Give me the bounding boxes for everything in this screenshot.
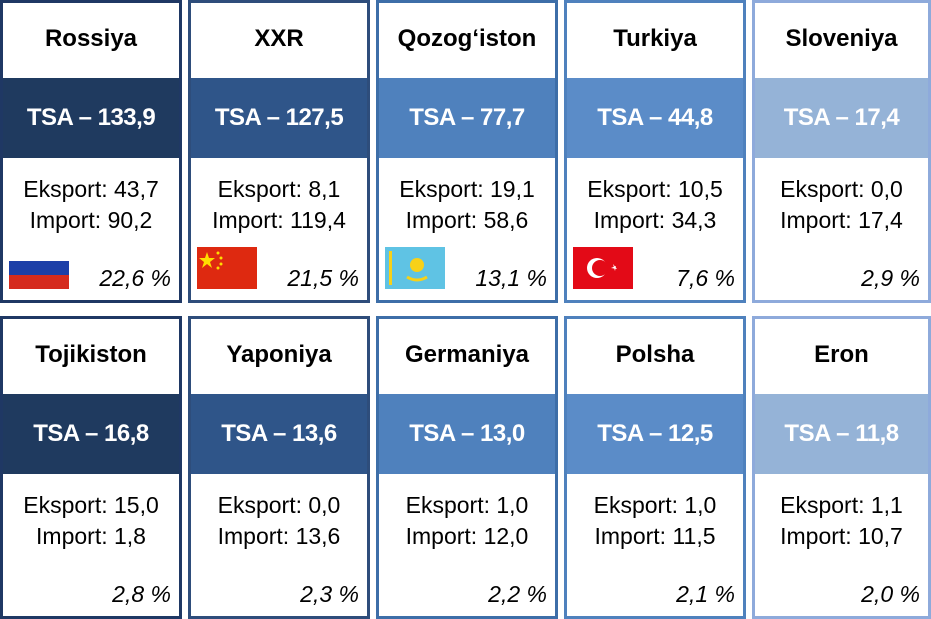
- import-value: Import: 58,6: [405, 207, 529, 233]
- export-value: Eksport: 19,1: [399, 176, 535, 202]
- import-value: Import: 17,4: [780, 207, 903, 233]
- import-value: Import: 10,7: [780, 523, 903, 549]
- country-name: Rossiya: [44, 25, 138, 52]
- share-value: 2,1 %: [676, 581, 735, 607]
- country-card: Yaponiya TSA – 13,6 Eksport: 0,0 Import: 13…: [188, 316, 370, 619]
- flag: [9, 247, 69, 294]
- country-name: Germaniya: [404, 341, 530, 368]
- trade-total: TSA – 77,7: [379, 78, 555, 158]
- trade-total: TSA – 13,6: [191, 394, 367, 474]
- export-value: Eksport: 1,1: [780, 492, 903, 518]
- export-value: Eksport: 1,0: [405, 492, 529, 518]
- share-value: 2,3 %: [300, 581, 359, 607]
- country-name: Turkiya: [613, 25, 697, 52]
- share-value: 2,0 %: [861, 581, 920, 607]
- country-card: Tojikiston TSA – 16,8 Eksport: 15,0 Import:…: [0, 316, 182, 619]
- import-value: Import: 13,6: [217, 523, 341, 549]
- flag: [385, 247, 445, 294]
- import-value: Import: 90,2: [29, 207, 153, 233]
- import-value: Import: 12,0: [405, 523, 529, 549]
- flag-icon: [197, 247, 257, 289]
- import-value: Import: 1,8: [36, 523, 146, 549]
- share-value: 21,5 %: [287, 265, 359, 291]
- trade-total: TSA – 13,0: [379, 394, 555, 474]
- trade-total: TSA – 16,8: [3, 394, 179, 474]
- flag: [197, 247, 257, 294]
- export-value: Eksport: 10,5: [587, 176, 723, 202]
- share-value: 22,6 %: [99, 265, 171, 291]
- flag-icon: [385, 247, 445, 289]
- trade-total: TSA – 133,9: [3, 78, 179, 158]
- country-card: Rossiya TSA – 133,9 Eksport: 43,7 Import: 9…: [0, 0, 182, 303]
- export-value: Eksport: 43,7: [23, 176, 159, 202]
- import-value: Import: 11,5: [594, 523, 716, 549]
- export-value: Eksport: 1,0: [593, 492, 717, 518]
- share-value: 7,6 %: [676, 265, 735, 291]
- export-value: Eksport: 0,0: [217, 492, 341, 518]
- export-value: Eksport: 8,1: [217, 176, 341, 202]
- trade-total: TSA – 17,4: [755, 78, 928, 158]
- share-value: 2,8 %: [112, 581, 171, 607]
- flag-icon: [9, 247, 69, 289]
- country-name: Tojikiston: [35, 341, 147, 368]
- country-name: Sloveniya: [785, 25, 898, 52]
- country-name: XXR: [254, 25, 304, 52]
- country-card: Turkiya TSA – 44,8 Eksport: 10,5 Import: 34…: [564, 0, 746, 303]
- country-name: Yaponiya: [226, 341, 332, 368]
- export-value: Eksport: 15,0: [23, 492, 159, 518]
- trade-total: TSA – 44,8: [567, 78, 743, 158]
- share-value: 2,2 %: [488, 581, 547, 607]
- country-name: Qozog‘iston: [397, 25, 537, 52]
- flag-icon: [573, 247, 633, 289]
- import-value: Import: 34,3: [593, 207, 717, 233]
- export-value: Eksport: 0,0: [780, 176, 903, 202]
- trade-total: TSA – 127,5: [191, 78, 367, 158]
- country-name: Polsha: [615, 341, 695, 368]
- country-card: Sloveniya TSA – 17,4 Eksport: 0,0 Import: 1…: [752, 0, 931, 303]
- import-value: Import: 119,4: [212, 207, 346, 233]
- trade-total: TSA – 11,8: [755, 394, 928, 474]
- country-name: Eron: [814, 341, 869, 368]
- country-card: Germaniya TSA – 13,0 Eksport: 1,0 Import: 1…: [376, 316, 558, 619]
- flag: [573, 247, 633, 294]
- country-card: Qozog‘iston TSA – 77,7 Eksport: 19,1 Import…: [376, 0, 558, 303]
- country-card: Polsha TSA – 12,5 Eksport: 1,0 Import: 11,5…: [564, 316, 746, 619]
- trade-total: TSA – 12,5: [567, 394, 743, 474]
- country-card: XXR TSA – 127,5 Eksport: 8,1 Import: 119,4 2…: [188, 0, 370, 303]
- share-value: 13,1 %: [475, 265, 547, 291]
- share-value: 2,9 %: [861, 265, 920, 291]
- country-card: Eron TSA – 11,8 Eksport: 1,1 Import: 10,7 2,…: [752, 316, 931, 619]
